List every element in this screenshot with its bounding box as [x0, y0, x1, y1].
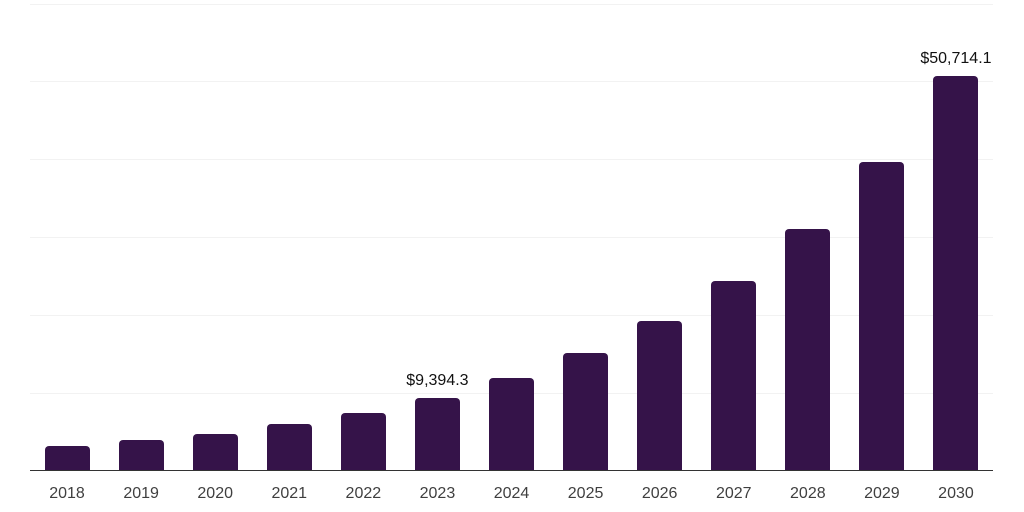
bar-2027[interactable] [711, 280, 757, 471]
x-axis-tick-labels: 2018 2019 2020 2021 2022 2023 2024 2025 2026 2027… [30, 484, 993, 504]
bar-2030[interactable] [933, 76, 979, 471]
bar-2023[interactable] [414, 397, 460, 471]
plot-area [30, 3, 993, 471]
x-tick-label-2019: 2019 [123, 485, 159, 502]
gridline [30, 237, 993, 238]
bar-2020[interactable] [192, 433, 238, 471]
bar-2029[interactable] [859, 162, 905, 471]
x-tick-label-2021: 2021 [271, 485, 308, 502]
gridline [30, 159, 993, 161]
x-tick-label-2026: 2026 [641, 485, 678, 502]
gridline [30, 81, 993, 83]
bar-2019[interactable] [118, 439, 164, 471]
x-axis-line [30, 469, 993, 471]
bar-2025[interactable] [563, 352, 609, 471]
x-tick-label-2027: 2027 [715, 485, 752, 502]
x-tick-label-2020: 2020 [197, 485, 233, 502]
bar-2022[interactable] [340, 413, 386, 471]
x-tick-label-2025: 2025 [567, 485, 604, 502]
x-tick-label-2018: 2018 [49, 485, 85, 502]
gridline [30, 3, 993, 5]
x-tick-label-2028: 2028 [790, 485, 826, 502]
x-tick-label-2023: 2023 [419, 485, 456, 502]
bar-2018[interactable] [44, 445, 90, 471]
x-tick-label-2030: 2030 [938, 485, 974, 502]
bar-2021[interactable] [266, 423, 312, 471]
bar-2024[interactable] [489, 378, 534, 471]
x-tick-label-2022: 2022 [345, 485, 382, 502]
gridline [30, 314, 993, 316]
x-tick-label-2024: 2024 [493, 485, 530, 502]
bar-2028[interactable] [785, 228, 831, 471]
x-tick-label-2029: 2029 [864, 485, 900, 502]
value-label-2023: $9,394.3 [406, 371, 469, 389]
value-label-2030: $50,714.1 [920, 50, 992, 68]
bar-2026[interactable] [637, 320, 683, 471]
